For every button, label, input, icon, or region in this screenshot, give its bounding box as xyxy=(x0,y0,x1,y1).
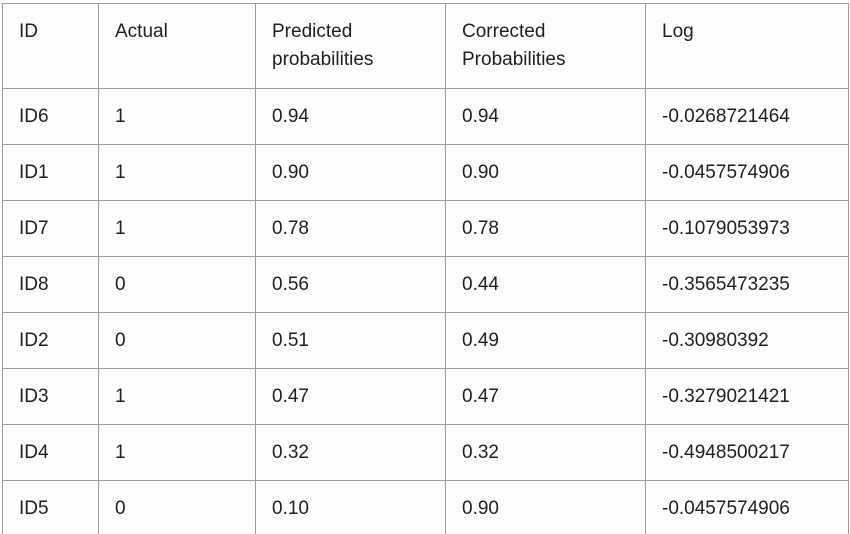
cell-predicted: 0.90 xyxy=(255,144,446,201)
cell-corrected: 0.32 xyxy=(445,424,646,481)
column-header-corrected-probabilities: Corrected Probabilities xyxy=(445,3,646,89)
cell-actual: 0 xyxy=(98,256,256,313)
table-row: ID6 1 0.94 0.94 -0.0268721464 xyxy=(2,88,849,145)
cell-id: ID4 xyxy=(2,424,99,481)
cell-actual: 1 xyxy=(98,144,256,201)
column-header-log: Log xyxy=(645,3,849,89)
cell-predicted: 0.10 xyxy=(255,480,446,534)
cell-corrected: 0.44 xyxy=(445,256,646,313)
cell-id: ID6 xyxy=(2,88,99,145)
cell-corrected: 0.78 xyxy=(445,200,646,257)
cell-predicted: 0.56 xyxy=(255,256,446,313)
cell-id: ID8 xyxy=(2,256,99,313)
table-row: ID3 1 0.47 0.47 -0.3279021421 xyxy=(2,368,849,425)
cell-log: -0.0457574906 xyxy=(645,144,849,201)
cell-actual: 1 xyxy=(98,424,256,481)
cell-predicted: 0.32 xyxy=(255,424,446,481)
column-header-id: ID xyxy=(2,3,99,89)
cell-actual: 0 xyxy=(98,480,256,534)
table-row: ID1 1 0.90 0.90 -0.0457574906 xyxy=(2,144,849,201)
cell-id: ID3 xyxy=(2,368,99,425)
cell-actual: 1 xyxy=(98,368,256,425)
table-row: ID8 0 0.56 0.44 -0.3565473235 xyxy=(2,256,849,313)
table-row: ID5 0 0.10 0.90 -0.0457574906 xyxy=(2,480,849,534)
cell-predicted: 0.51 xyxy=(255,312,446,369)
cell-id: ID7 xyxy=(2,200,99,257)
cell-id: ID1 xyxy=(2,144,99,201)
column-header-predicted-probabilities: Predicted probabilities xyxy=(255,3,446,89)
table-row: ID7 1 0.78 0.78 -0.1079053973 xyxy=(2,200,849,257)
cell-id: ID2 xyxy=(2,312,99,369)
table-row: ID4 1 0.32 0.32 -0.4948500217 xyxy=(2,424,849,481)
cell-id: ID5 xyxy=(2,480,99,534)
cell-corrected: 0.94 xyxy=(445,88,646,145)
column-header-actual: Actual xyxy=(98,3,256,89)
probability-table: ID Actual Predicted probabilities Correc… xyxy=(2,3,849,534)
cell-corrected: 0.47 xyxy=(445,368,646,425)
cell-corrected: 0.90 xyxy=(445,144,646,201)
table-row: ID2 0 0.51 0.49 -0.30980392 xyxy=(2,312,849,369)
cell-corrected: 0.49 xyxy=(445,312,646,369)
cell-predicted: 0.47 xyxy=(255,368,446,425)
cell-predicted: 0.78 xyxy=(255,200,446,257)
cell-log: -0.1079053973 xyxy=(645,200,849,257)
cell-log: -0.3565473235 xyxy=(645,256,849,313)
cell-log: -0.3279021421 xyxy=(645,368,849,425)
cell-corrected: 0.90 xyxy=(445,480,646,534)
cell-log: -0.30980392 xyxy=(645,312,849,369)
cell-actual: 0 xyxy=(98,312,256,369)
cell-log: -0.0268721464 xyxy=(645,88,849,145)
header-row: ID Actual Predicted probabilities Correc… xyxy=(2,3,849,89)
cell-log: -0.0457574906 xyxy=(645,480,849,534)
cell-log: -0.4948500217 xyxy=(645,424,849,481)
cell-actual: 1 xyxy=(98,200,256,257)
cell-predicted: 0.94 xyxy=(255,88,446,145)
cell-actual: 1 xyxy=(98,88,256,145)
